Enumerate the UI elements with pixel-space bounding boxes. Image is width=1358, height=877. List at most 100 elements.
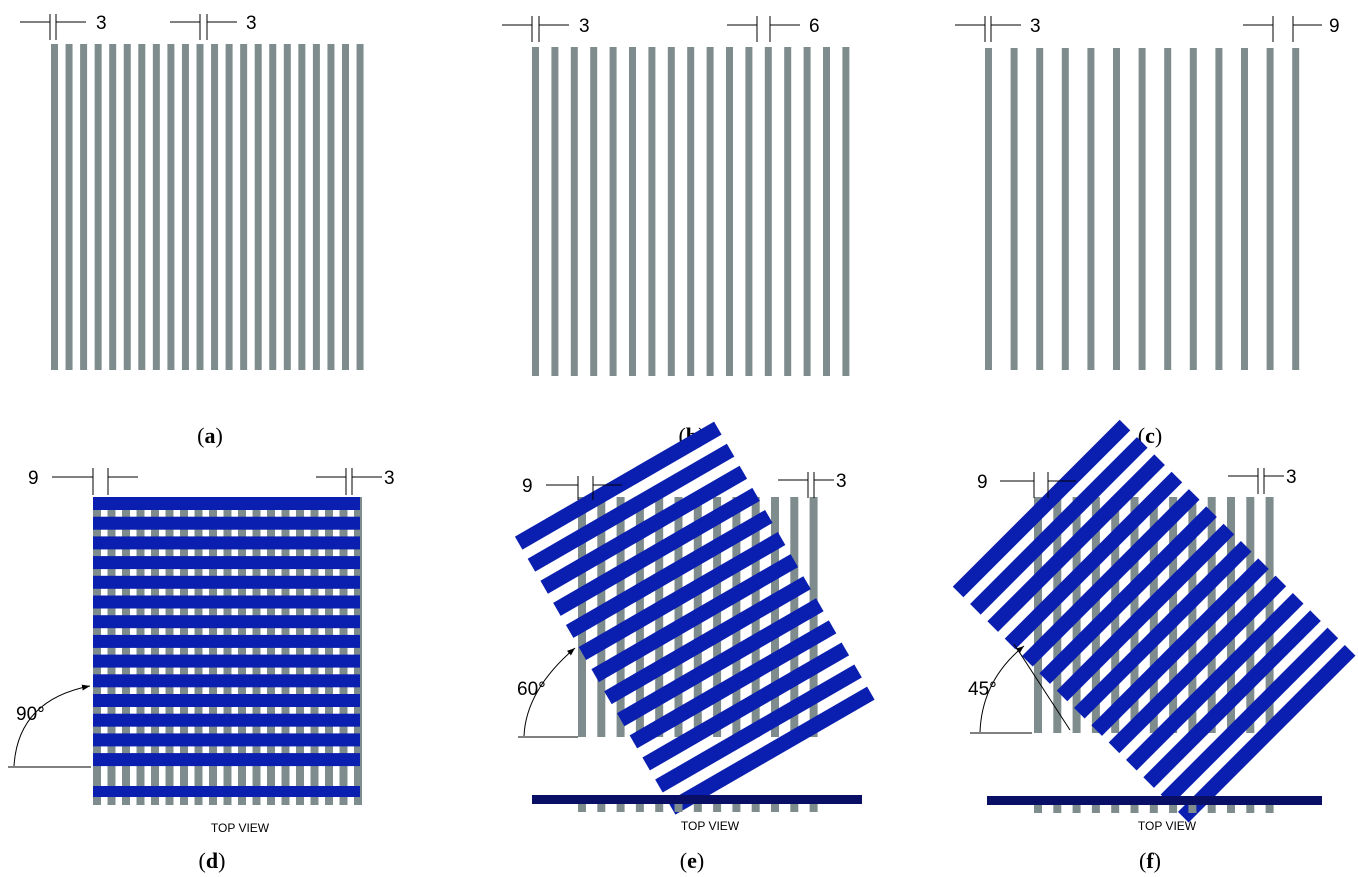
- top-view-gray-strip: [136, 797, 145, 805]
- angle-indicator-f: 45°: [968, 643, 1071, 734]
- gray-strip: [1188, 497, 1197, 733]
- dimension-left-f: 9: [977, 472, 1076, 498]
- top-view-gray-strip: [1072, 805, 1081, 813]
- blue-strip: [952, 419, 1131, 598]
- gray-strip: [312, 44, 320, 370]
- gray-strip: [842, 47, 850, 376]
- gray-strip: [1113, 48, 1120, 370]
- dimension-right-f: 3: [1228, 467, 1297, 494]
- gray-strip: [648, 47, 656, 376]
- top-view-gray-strip: [354, 797, 362, 805]
- top-view-gray-strip: [223, 797, 232, 805]
- gray-strip: [165, 497, 174, 805]
- angle-label-e: 60°: [517, 679, 546, 700]
- gray-strip: [570, 47, 578, 376]
- blue-strip-array-d: [93, 497, 360, 767]
- blue-strip-array-f: [952, 419, 1356, 823]
- gray-strip: [706, 47, 714, 376]
- top-view-gray-strip: [1149, 805, 1158, 813]
- gray-strip: [136, 497, 145, 805]
- gray-strip: [1010, 48, 1018, 370]
- top-view-gray-strip: [1034, 805, 1042, 813]
- top-view-gray-strip: [1188, 805, 1197, 813]
- top-view-gray-strip: [771, 804, 779, 812]
- strip-array-c: [985, 48, 1300, 370]
- blue-strip: [93, 713, 360, 727]
- top-view-gray-strips-f: [1034, 805, 1274, 813]
- dim-label-b-left: 3: [579, 16, 590, 37]
- blue-strip: [93, 674, 360, 688]
- top-view-gray-strip: [1246, 805, 1255, 813]
- blue-strip: [1039, 506, 1217, 684]
- dimension-left-b: 3: [502, 16, 590, 42]
- blue-strip: [616, 598, 824, 727]
- top-view-gray-strip: [194, 797, 203, 805]
- blue-strip: [514, 421, 722, 550]
- blue-strip: [93, 694, 360, 707]
- top-view-d: TOP VIEW: [93, 786, 362, 835]
- blue-strip: [540, 465, 748, 594]
- top-view-gray-strip: [1111, 805, 1120, 813]
- gray-strip: [609, 47, 617, 376]
- top-view-gray-strip: [180, 797, 188, 805]
- top-view-gray-strip: [325, 797, 333, 805]
- gray-strip: [771, 497, 779, 737]
- gray-strip: [209, 497, 217, 805]
- caption-a: (a): [197, 423, 223, 448]
- gray-strip: [167, 44, 175, 370]
- blue-strip: [93, 615, 360, 629]
- top-view-f: TOP VIEW: [987, 796, 1322, 833]
- gray-strip: [667, 47, 675, 376]
- gray-strip: [123, 44, 131, 370]
- gray-strip: [764, 47, 772, 376]
- top-view-gray-strip: [635, 804, 644, 812]
- top-view-gray-strip: [238, 797, 246, 805]
- blue-strip: [527, 443, 735, 572]
- top-view-layer-d: [93, 786, 360, 797]
- dimension-right-c: 9: [1243, 16, 1340, 42]
- angle-label-f: 45°: [968, 679, 997, 700]
- top-view-gray-strip: [616, 804, 625, 812]
- caption-e: (e): [680, 848, 704, 873]
- caption-f: (f): [1139, 848, 1161, 873]
- blue-strip: [1022, 489, 1200, 667]
- gray-strip: [151, 497, 159, 805]
- blue-strip: [1091, 558, 1269, 736]
- dim-label-d-left: 9: [28, 468, 39, 489]
- strip-array-b: [532, 47, 850, 376]
- gray-strip: [223, 497, 232, 805]
- blue-strip: [1177, 644, 1356, 823]
- top-view-gray-strip: [1207, 805, 1216, 813]
- gray-strip: [1265, 497, 1274, 733]
- gray-strip: [1053, 497, 1062, 733]
- blue-strip: [1056, 523, 1235, 702]
- gray-strip: [1036, 48, 1044, 370]
- gray-strip: [65, 44, 73, 370]
- top-view-gray-strip: [267, 797, 275, 805]
- top-view-gray-strip: [1169, 805, 1178, 813]
- gray-strip: [80, 44, 88, 370]
- strip-array-a: [51, 44, 364, 370]
- gray-strip: [803, 47, 811, 376]
- gray-strip: [1215, 48, 1223, 370]
- top-view-gray-strip: [1265, 805, 1274, 813]
- blue-strip: [93, 497, 360, 510]
- gray-strip: [196, 44, 204, 370]
- dim-label-f-left: 9: [977, 472, 988, 493]
- blue-strip: [591, 554, 799, 683]
- dim-label-b-right: 6: [809, 16, 820, 37]
- gray-strip: [745, 47, 753, 376]
- top-view-gray-strip: [281, 797, 290, 805]
- gray-strip: [152, 44, 160, 370]
- blue-strip: [970, 437, 1148, 615]
- blue-strip: [93, 556, 360, 570]
- dim-label-e-left: 9: [522, 476, 533, 497]
- blue-strip: [987, 454, 1165, 632]
- blue-strip: [93, 595, 360, 609]
- gray-strip: [194, 497, 203, 805]
- top-view-gray-strip: [107, 797, 116, 805]
- gray-strip: [339, 497, 348, 805]
- caption-d: (d): [199, 848, 226, 873]
- top-view-gray-strip: [578, 804, 586, 812]
- gray-strip: [1241, 48, 1248, 370]
